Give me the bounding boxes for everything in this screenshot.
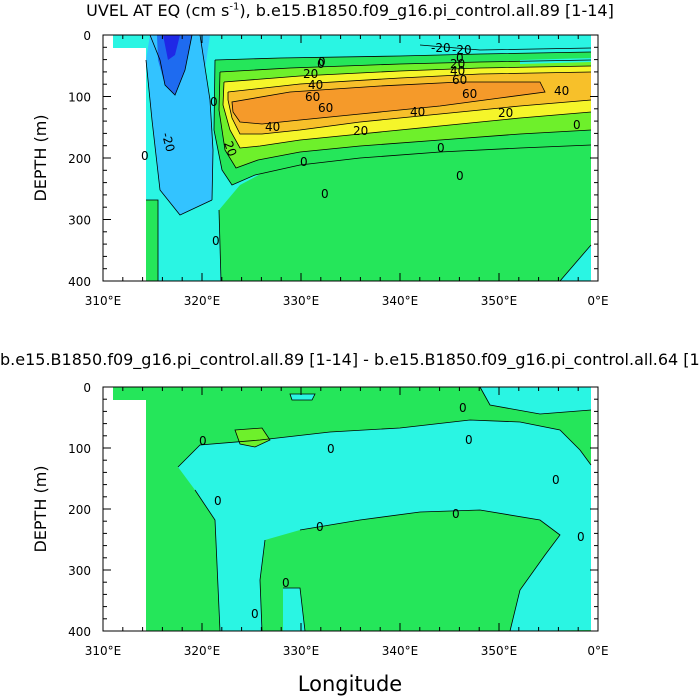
contour-label: 0 <box>282 576 290 590</box>
contour-label: 0 <box>199 434 207 448</box>
contour-label: 60 <box>318 101 333 115</box>
contour-label: 0 <box>317 57 325 71</box>
field-orange <box>232 82 545 124</box>
contour-lines-bottom <box>177 386 592 632</box>
contour-label: 0 <box>210 95 218 109</box>
x-tick-label: 350°E <box>481 644 518 658</box>
contour-label: 20 <box>303 67 318 81</box>
contour-label: -20 <box>159 131 178 154</box>
contour-label: -20 <box>452 43 472 57</box>
contour-label: 0 <box>573 118 581 132</box>
field-midblue <box>157 35 192 95</box>
chart-top: -20 0 0 0 -20 20 40 60 60 40 20 40 20 0 … <box>31 29 609 308</box>
contour-label: 20 <box>221 139 239 158</box>
x-tick-label: 0°E <box>587 294 608 308</box>
contour-label: 40 <box>308 78 323 92</box>
y-tick-label: 0 <box>83 381 91 395</box>
field-green-lower <box>146 120 591 281</box>
contour-label: 0 <box>321 187 329 201</box>
contour-label: 40 <box>265 120 280 134</box>
contour-label: 0 <box>437 141 445 155</box>
contour-label: 40 <box>554 84 569 98</box>
x-tick-label: 340°E <box>382 644 419 658</box>
field-lightblue <box>146 35 213 215</box>
contour-label: 0 <box>300 155 308 169</box>
y-tick-label: 100 <box>68 442 91 456</box>
contour-label: 0 <box>318 55 326 69</box>
contour-label: 0 <box>214 494 222 508</box>
x-tick-label: 310°E <box>85 644 122 658</box>
contour-label: 20 <box>498 106 513 120</box>
contour-label: 40 <box>450 64 465 78</box>
y-tick-label: 400 <box>68 625 91 639</box>
contour-label: 60 <box>462 87 477 101</box>
y-tick-label: 400 <box>68 275 91 289</box>
land-mask <box>103 400 146 631</box>
ylabel-bottom: DEPTH (m) <box>31 465 50 552</box>
contour-label: 0 <box>212 234 220 248</box>
field-cyan-diff <box>178 420 591 631</box>
x-tick-label: 340°E <box>382 294 419 308</box>
chart-title-top: UVEL AT EQ (cm s-1), b.e15.B1850.f09_g16… <box>86 1 614 20</box>
y-tick-label: 200 <box>68 152 91 166</box>
contour-label: 0 <box>452 507 460 521</box>
y-tick-label: 0 <box>83 29 91 43</box>
contour-label: 60 <box>305 90 320 104</box>
y-tick-label: 200 <box>68 503 91 517</box>
contour-label: 40 <box>410 105 425 119</box>
contour-labels-top: -20 0 0 0 -20 20 40 60 60 40 20 40 20 0 … <box>141 41 581 248</box>
field-lightgreen-diff <box>235 428 270 447</box>
x-tick-label: 0°E <box>587 644 608 658</box>
y-tick-label: 300 <box>68 564 91 578</box>
chart-title-bottom: b.e15.B1850.f09_g16.pi_control.all.89 [1… <box>0 350 700 369</box>
x-tick-label: 320°E <box>184 294 221 308</box>
contour-label: 0 <box>465 433 473 447</box>
y-tick-label: 300 <box>68 214 91 228</box>
contour-label: 0 <box>456 169 464 183</box>
field-blue <box>163 35 180 60</box>
contour-label: 0 <box>141 149 149 163</box>
contour-lines-top <box>145 34 592 282</box>
axes-top: 310°E 320°E 330°E 340°E 350°E 0°E010020030040… <box>68 29 609 308</box>
contour-label: 20 <box>353 124 368 138</box>
plot-area-top: -20 0 0 0 -20 20 40 60 60 40 20 40 20 0 … <box>102 34 599 282</box>
land-mask <box>103 48 146 281</box>
x-tick-label: 310°E <box>85 294 122 308</box>
contour-label: 60 <box>452 73 467 87</box>
x-tick-label: 350°E <box>481 294 518 308</box>
x-tick-label: 320°E <box>184 644 221 658</box>
contour-label: 0 <box>577 530 585 544</box>
contour-label: 0 <box>459 401 467 415</box>
chart-bottom: 0 0 0 0 0 0 0 0 0 0 0 310°E 320°E 330°E 340… <box>31 381 609 658</box>
x-tick-label: 330°E <box>283 644 320 658</box>
x-tick-label: 330°E <box>283 294 320 308</box>
y-tick-label: 100 <box>68 91 91 105</box>
plot-area-bottom: 0 0 0 0 0 0 0 0 0 0 0 <box>102 386 599 632</box>
xlabel: Longitude <box>297 672 403 696</box>
contour-label: 0 <box>456 51 464 65</box>
contour-label: 0 <box>327 442 335 456</box>
contour-label: 0 <box>316 520 324 534</box>
contour-label: 20 <box>450 57 465 71</box>
contour-labels-bottom: 0 0 0 0 0 0 0 0 0 0 0 <box>199 401 585 621</box>
contour-label: 0 <box>552 473 560 487</box>
ylabel-top: DEPTH (m) <box>31 114 50 201</box>
axes-bottom: 310°E 320°E 330°E 340°E 350°E 0°E 0 100 200 300 40… <box>68 381 609 658</box>
contour-label: -20 <box>431 41 451 55</box>
contour-label: 0 <box>251 607 259 621</box>
